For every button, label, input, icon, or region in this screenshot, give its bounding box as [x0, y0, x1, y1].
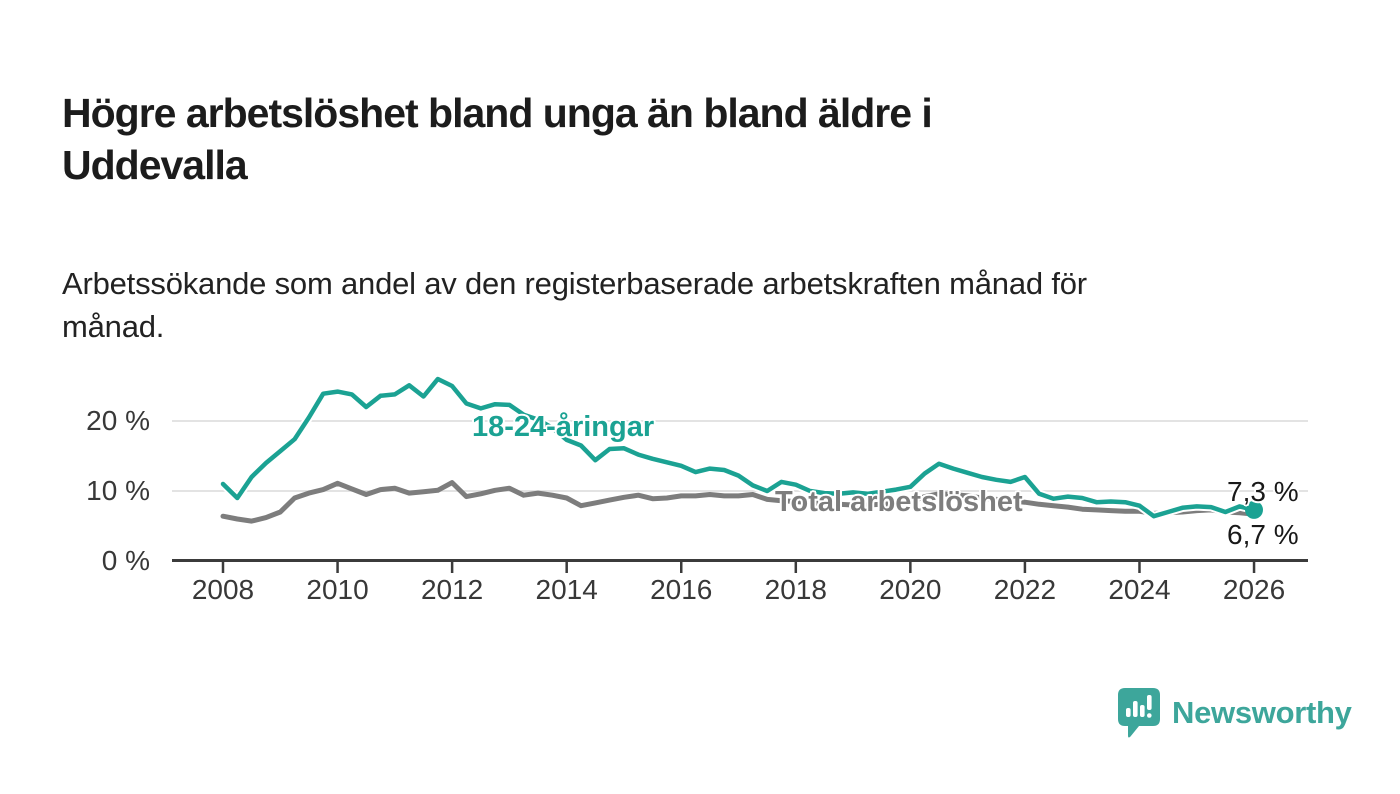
newsworthy-logo-text: Newsworthy: [1172, 695, 1352, 730]
chart-title-line1: Högre arbetslöshet bland unga än bland ä…: [62, 90, 933, 137]
line-18-24-aringar: [220, 376, 1257, 519]
x-tick-label-2026: 2026: [1222, 574, 1286, 605]
x-tick-label-2018: 2018: [764, 574, 827, 605]
chart-subtitle: Arbetssökande som andel av den registerb…: [62, 262, 1087, 348]
chart-subtitle-line1: Arbetssökande som andel av den registerb…: [62, 266, 1087, 301]
x-tick-label-2012: 2012: [420, 574, 484, 605]
end-value-label-total: 6,7 %: [1227, 519, 1299, 550]
x-tick-label-2008: 2008: [191, 574, 255, 605]
y-tick-label-10: 10 %: [86, 475, 150, 506]
x-tick-label-2024: 2024: [1108, 574, 1171, 605]
chart-title: Högre arbetslöshet bland unga än bland ä…: [62, 87, 933, 191]
x-tick-label-2014: 2014: [535, 574, 598, 605]
chart-subtitle-line2: månad.: [62, 309, 165, 344]
newsworthy-logo: Newsworthy: [1117, 687, 1352, 739]
newsworthy-logo-icon: [1118, 688, 1160, 738]
x-tick-label-2016: 2016: [650, 574, 713, 605]
end-value-label-18-24: 7,3 %: [1227, 476, 1299, 507]
x-tick-label-2010: 2010: [306, 574, 369, 605]
y-tick-label-0: 0 %: [101, 545, 150, 576]
x-tick-label-2022: 2022: [993, 574, 1057, 605]
y-tick-label-20: 20 %: [86, 405, 150, 436]
series-label-18-24: 18-24-åringar: [472, 411, 655, 443]
end-dot-18-24: [1245, 500, 1263, 519]
series-label-total: Total arbetslöshet: [775, 486, 1023, 518]
line-total-arbetsloshet: [220, 480, 1257, 524]
chart-title-line2: Uddevalla: [62, 142, 248, 189]
x-tick-label-2020: 2020: [879, 574, 942, 605]
